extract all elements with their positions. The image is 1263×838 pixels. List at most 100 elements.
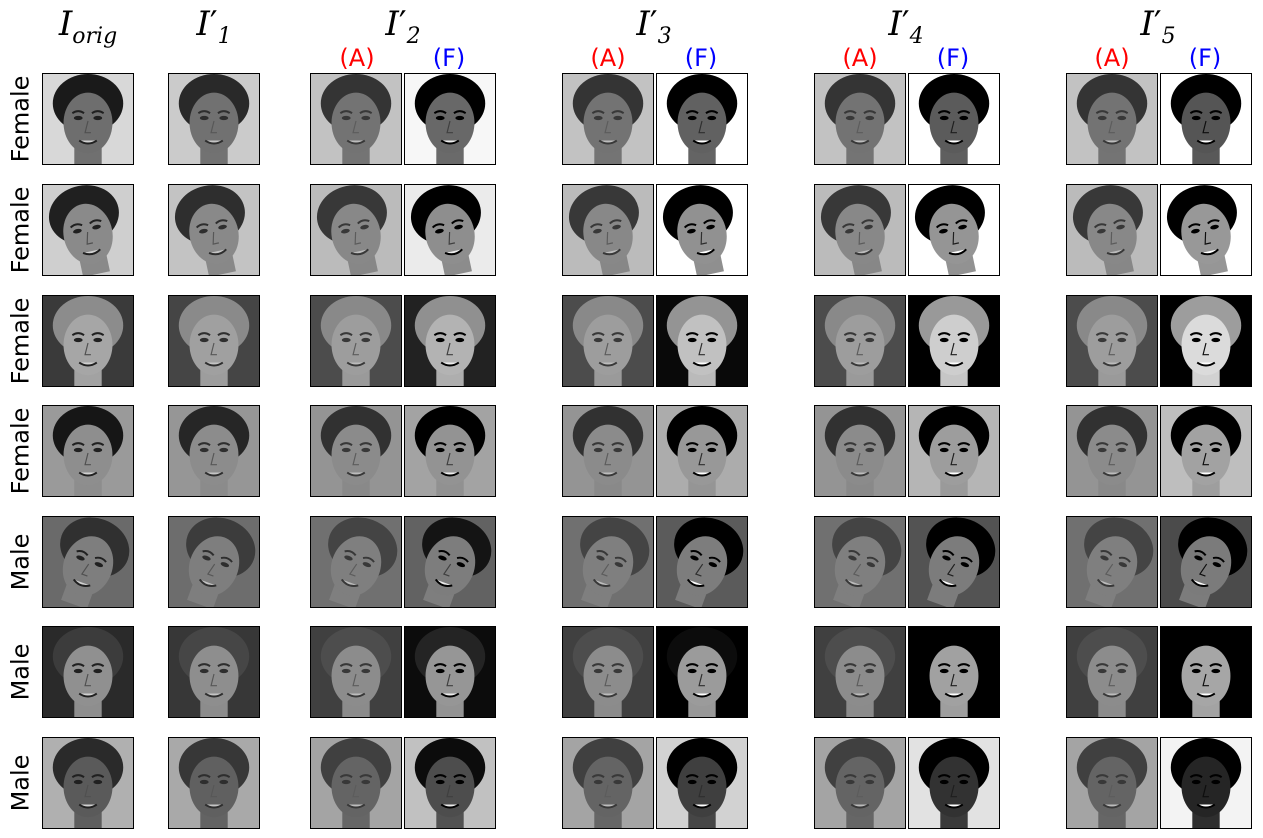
face-cell-i4-F bbox=[908, 516, 1000, 608]
face-image bbox=[311, 517, 401, 607]
column-title-sub: 4 bbox=[909, 23, 924, 49]
subplot-label-i4-1: (F) bbox=[936, 44, 970, 72]
face-cell-i5-F bbox=[1160, 626, 1252, 718]
face-cell-i5-F bbox=[1160, 405, 1252, 497]
face-image bbox=[815, 517, 905, 607]
column-title-i3: I′3 bbox=[636, 4, 671, 49]
face-cell-i2-A bbox=[310, 626, 402, 718]
row-label-text: Male bbox=[6, 643, 35, 701]
face-image bbox=[43, 296, 133, 386]
row-label-3: Female bbox=[4, 405, 36, 497]
face-image bbox=[815, 185, 905, 275]
face-image bbox=[311, 296, 401, 386]
face-cell-i3-F bbox=[656, 405, 748, 497]
face-cell-i3-A bbox=[562, 516, 654, 608]
face-cell-i5-A bbox=[1066, 737, 1158, 829]
face-image bbox=[815, 296, 905, 386]
face-image bbox=[909, 517, 999, 607]
face-cell-i3-A bbox=[562, 737, 654, 829]
face-image bbox=[169, 74, 259, 164]
row-label-5: Male bbox=[4, 626, 36, 718]
face-image bbox=[311, 627, 401, 717]
face-image bbox=[43, 738, 133, 828]
column-title-sub: 5 bbox=[1161, 23, 1176, 49]
subplot-label-i4-0: (A) bbox=[842, 44, 878, 72]
face-cell-i1 bbox=[168, 73, 260, 165]
face-cell-i1 bbox=[168, 184, 260, 276]
face-image bbox=[909, 296, 999, 386]
face-image bbox=[563, 738, 653, 828]
face-image bbox=[563, 74, 653, 164]
face-image bbox=[405, 296, 495, 386]
face-cell-i1 bbox=[168, 737, 260, 829]
face-cell-i3-F bbox=[656, 73, 748, 165]
face-cell-i5-F bbox=[1160, 295, 1252, 387]
subplot-label-i2-1: (F) bbox=[432, 44, 466, 72]
face-image bbox=[657, 627, 747, 717]
face-image bbox=[909, 738, 999, 828]
row-label-text: Female bbox=[6, 407, 34, 495]
face-cell-i1 bbox=[168, 626, 260, 718]
subplot-label-i2-0: (A) bbox=[339, 44, 375, 72]
face-image bbox=[815, 738, 905, 828]
column-title-base: I bbox=[196, 4, 210, 44]
face-cell-orig bbox=[42, 295, 134, 387]
face-cell-i3-A bbox=[562, 295, 654, 387]
face-image bbox=[815, 627, 905, 717]
subplot-label-i5-0: (A) bbox=[1094, 44, 1130, 72]
face-image bbox=[1067, 738, 1157, 828]
face-image bbox=[1161, 185, 1251, 275]
column-title-i5: I′5 bbox=[1140, 4, 1175, 49]
face-cell-i3-A bbox=[562, 184, 654, 276]
face-cell-i5-A bbox=[1066, 184, 1158, 276]
face-image bbox=[657, 296, 747, 386]
column-title-base: I bbox=[888, 4, 902, 44]
face-cell-i4-A bbox=[814, 405, 906, 497]
face-cell-i2-A bbox=[310, 516, 402, 608]
face-image bbox=[405, 406, 495, 496]
face-image bbox=[563, 627, 653, 717]
face-cell-i5-F bbox=[1160, 73, 1252, 165]
face-image bbox=[657, 738, 747, 828]
row-label-2: Female bbox=[4, 295, 36, 387]
face-cell-orig bbox=[42, 516, 134, 608]
face-cell-i3-A bbox=[562, 405, 654, 497]
subplot-label-i3-0: (A) bbox=[590, 44, 626, 72]
face-cell-i4-F bbox=[908, 405, 1000, 497]
face-image bbox=[405, 738, 495, 828]
face-cell-i2-F bbox=[404, 516, 496, 608]
face-image bbox=[1067, 296, 1157, 386]
face-image bbox=[1161, 406, 1251, 496]
column-title-sub: orig bbox=[72, 23, 118, 49]
face-cell-orig bbox=[42, 626, 134, 718]
face-cell-i5-F bbox=[1160, 516, 1252, 608]
face-image bbox=[405, 627, 495, 717]
face-cell-i2-F bbox=[404, 405, 496, 497]
face-image bbox=[43, 406, 133, 496]
face-image bbox=[657, 517, 747, 607]
face-image bbox=[169, 296, 259, 386]
face-image bbox=[909, 185, 999, 275]
face-image bbox=[1161, 74, 1251, 164]
subplot-label-i3-1: (F) bbox=[684, 44, 718, 72]
row-label-text: Female bbox=[6, 297, 34, 385]
row-label-text: Male bbox=[6, 533, 35, 591]
face-image bbox=[311, 74, 401, 164]
face-image bbox=[43, 74, 133, 164]
face-cell-i2-A bbox=[310, 737, 402, 829]
face-image bbox=[405, 185, 495, 275]
face-image bbox=[311, 406, 401, 496]
prime-mark: ′ bbox=[1153, 4, 1162, 44]
column-title-base: I bbox=[636, 4, 650, 44]
face-cell-i2-F bbox=[404, 73, 496, 165]
face-image bbox=[909, 406, 999, 496]
face-image bbox=[169, 185, 259, 275]
prime-mark: ′ bbox=[901, 4, 910, 44]
prime-mark: ′ bbox=[209, 4, 218, 44]
face-cell-i3-F bbox=[656, 737, 748, 829]
face-image bbox=[909, 627, 999, 717]
face-cell-i2-F bbox=[404, 295, 496, 387]
face-image bbox=[1067, 185, 1157, 275]
face-image bbox=[43, 517, 133, 607]
face-cell-i4-A bbox=[814, 516, 906, 608]
